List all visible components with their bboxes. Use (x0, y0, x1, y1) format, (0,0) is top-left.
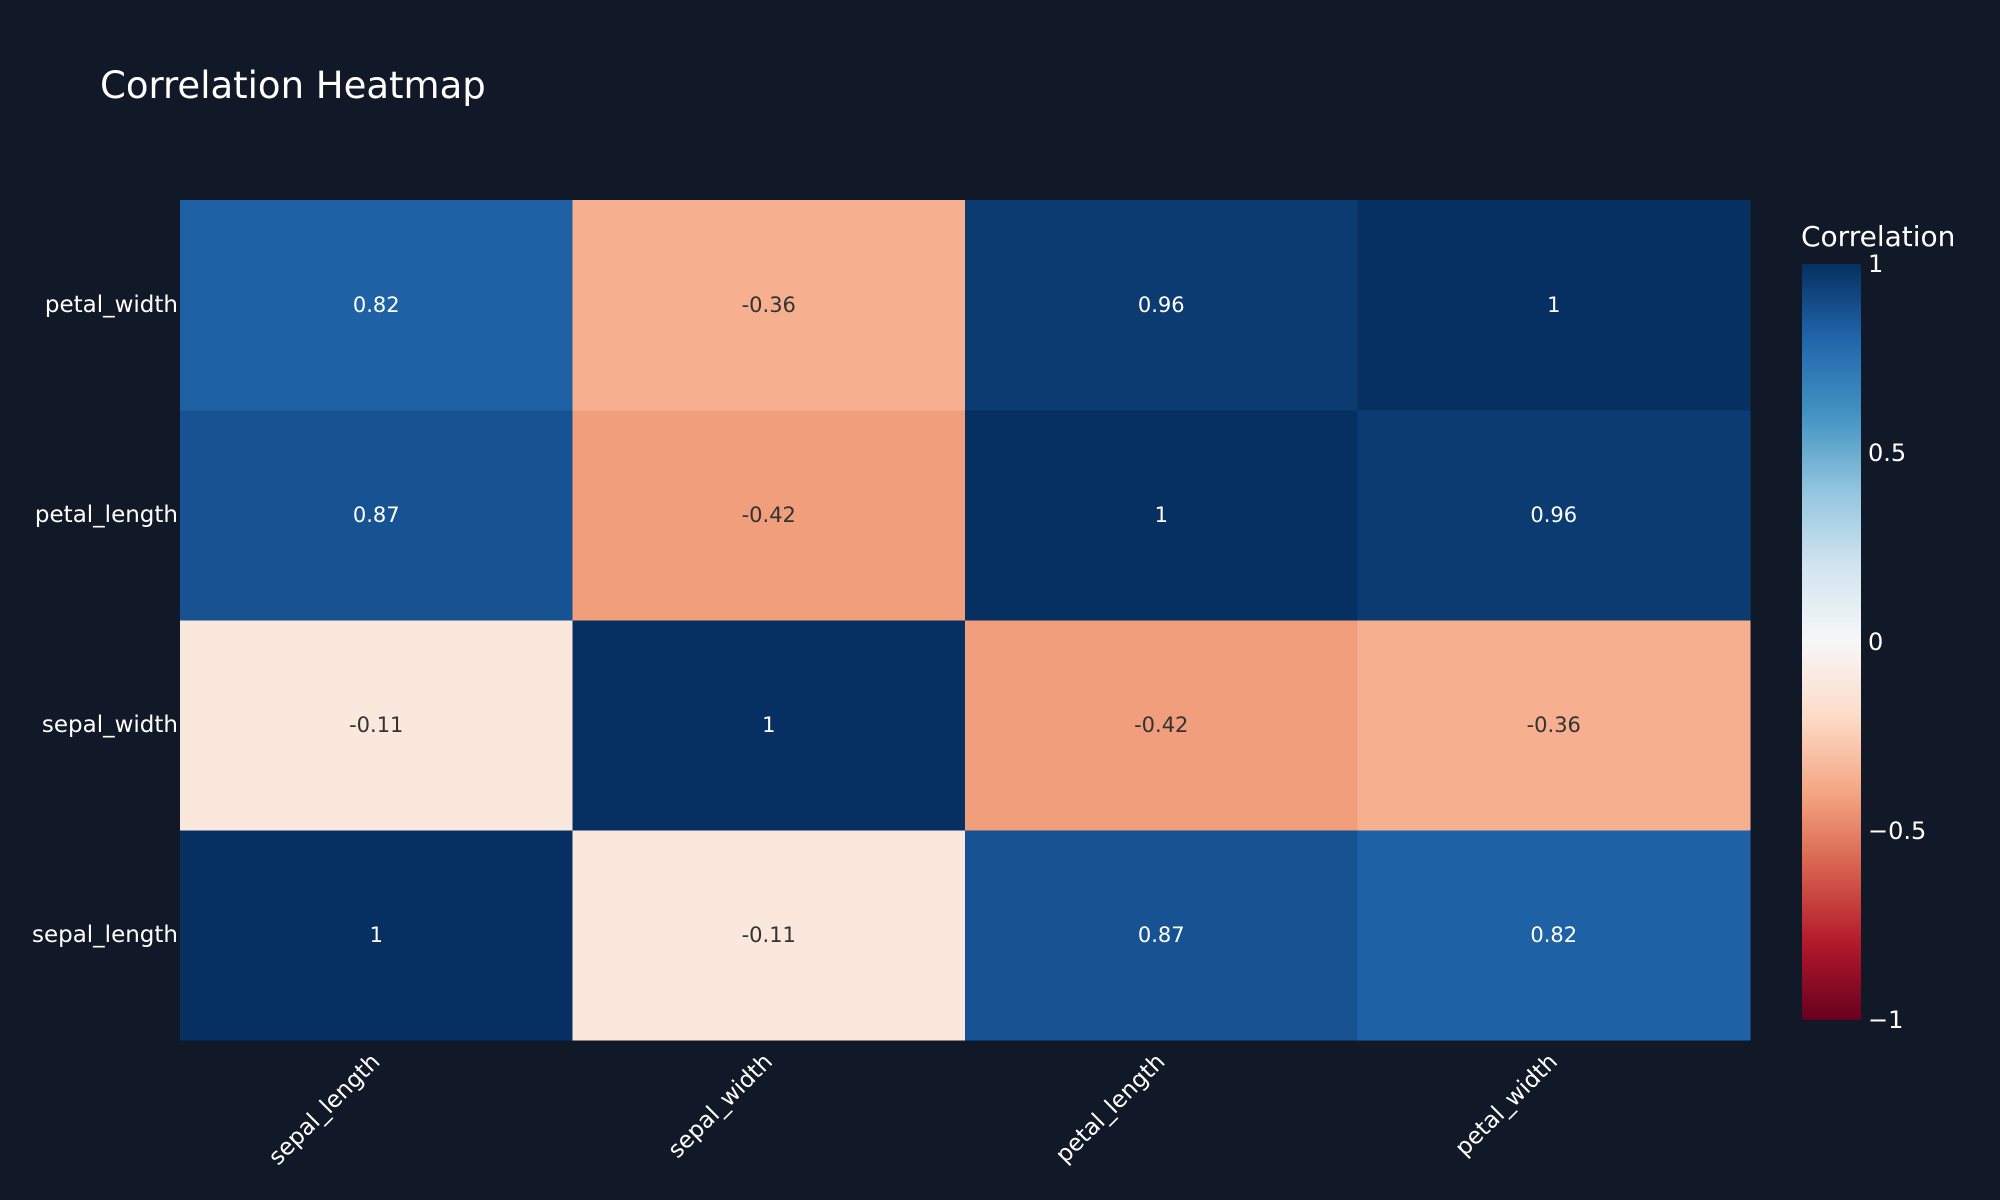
heatmap-cell-label: -0.36 (1527, 713, 1581, 737)
heatmap-cell-label: 1 (762, 713, 775, 737)
heatmap-cell-petal_length-petal_length (965, 410, 1358, 621)
heatmap-cell-petal_width-sepal_length (180, 200, 573, 411)
heatmap-cell-sepal_length-sepal_length (180, 830, 573, 1041)
heatmap-cell-label: 1 (1155, 503, 1168, 527)
heatmap-cell-label: 0.82 (1530, 923, 1577, 947)
heatmap-cell-label: 1 (1547, 293, 1560, 317)
heatmap-cell-petal_width-sepal_width (572, 200, 966, 411)
colorbar-tick-label: −0.5 (1868, 817, 1926, 845)
heatmap-cell-sepal_width-sepal_length (180, 620, 573, 831)
heatmap-cell-petal_length-petal_width (1357, 410, 1751, 621)
heatmap-cell-label: 0.87 (353, 503, 400, 527)
heatmap-cell-sepal_length-sepal_width (572, 830, 966, 1041)
colorbar-tick-label: 0.5 (1868, 439, 1906, 467)
colorbar-tick-label: −1 (1868, 1006, 1903, 1034)
heatmap-cell-label: -0.42 (1134, 713, 1188, 737)
x-axis: sepal_length sepal_width petal_length petal… (264, 1049, 1563, 1171)
y-axis: sepal_length sepal_width petal_length petal… (32, 292, 178, 948)
y-tick-label-sepal_length: sepal_length (32, 922, 178, 948)
chart-title: Correlation Heatmap (100, 64, 486, 107)
y-tick-label-petal_width: petal_width (45, 292, 178, 318)
x-tick-label-sepal_width: sepal_width (663, 1049, 778, 1164)
heatmap-cell-petal_width-petal_length (965, 200, 1358, 411)
colorbar-gradient-bar (1802, 264, 1861, 1020)
colorbar-tick-label: 1 (1868, 250, 1883, 278)
heatmap-cell-petal_length-sepal_length (180, 410, 573, 621)
heatmap-cell-sepal_length-petal_width (1357, 830, 1751, 1041)
heatmap-cell-sepal_width-petal_length (965, 620, 1358, 831)
y-tick-label-petal_length: petal_length (35, 502, 178, 528)
heatmap-cells (180, 200, 1751, 1041)
heatmap-cell-label: -0.42 (742, 503, 796, 527)
heatmap-cell-sepal_width-sepal_width (572, 620, 966, 831)
heatmap-cell-labels: 1 -0.11 0.87 0.82 -0.11 1 -0.42 -0.36 0.87 -0.42 1… (349, 293, 1581, 947)
heatmap-cell-label: -0.36 (742, 293, 796, 317)
x-tick-label-petal_length: petal_length (1051, 1049, 1171, 1169)
heatmap-cell-label: -0.11 (349, 713, 403, 737)
x-tick-label-petal_width: petal_width (1450, 1049, 1563, 1162)
heatmap-cell-petal_width-petal_width (1357, 200, 1751, 411)
x-tick-label-sepal_length: sepal_length (264, 1049, 386, 1171)
heatmap-cell-label: -0.11 (742, 923, 796, 947)
colorbar-title: Correlation (1801, 220, 1955, 253)
colorbar: Correlation 1 0.5 0 −0.5 −1 (1801, 220, 1955, 1034)
heatmap-cell-sepal_width-petal_width (1357, 620, 1751, 831)
heatmap-cell-label: 0.82 (353, 293, 400, 317)
heatmap-cell-petal_length-sepal_width (572, 410, 966, 621)
y-tick-label-sepal_width: sepal_width (42, 712, 178, 738)
colorbar-tick-label: 0 (1868, 628, 1883, 656)
heatmap-cell-label: 0.96 (1530, 503, 1577, 527)
heatmap-cell-label: 0.96 (1138, 293, 1185, 317)
heatmap-cell-sepal_length-petal_length (965, 830, 1358, 1041)
heatmap-cell-label: 1 (370, 923, 383, 947)
heatmap-cell-label: 0.87 (1138, 923, 1185, 947)
